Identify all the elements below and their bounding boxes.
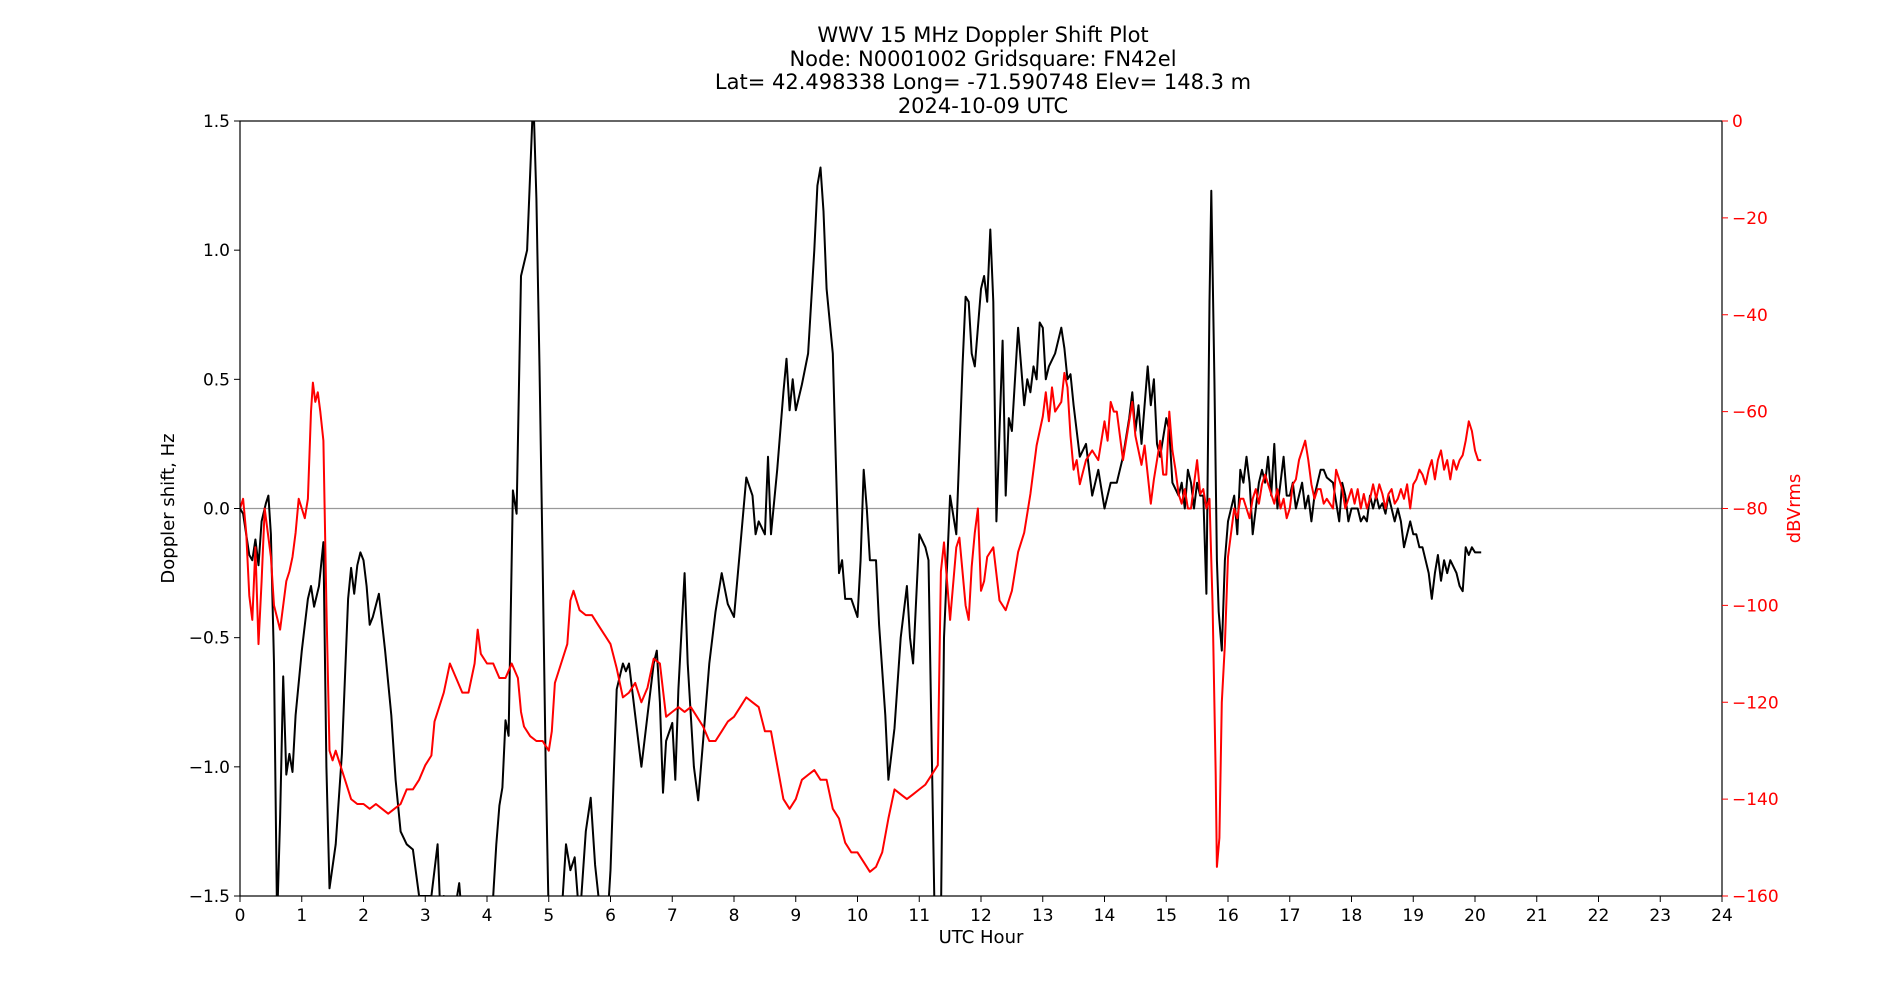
y-axis-right: −160 −140 −120 −100 −80 −60 −40 −20 0 [1722,112,1779,907]
x-tick-label: 13 [1032,906,1054,926]
x-tick-label: 3 [420,906,431,926]
x-tick-label: 1 [296,906,307,926]
x-tick-label: 8 [729,906,740,926]
y-axis-left: −1.5 −1.0 −0.5 0.0 0.5 1.0 1.5 [189,112,240,907]
power-series-line [240,371,1482,873]
y2-tick-label: 0 [1732,112,1743,132]
title-line-4: 2024-10-09 UTC [898,94,1068,118]
x-tick-label: 23 [1649,906,1671,926]
y2-tick-label: −20 [1732,209,1768,229]
x-tick-label: 22 [1588,906,1610,926]
x-tick-label: 14 [1094,906,1116,926]
y-axis-label: Doppler shift, Hz [158,433,179,583]
doppler-series-line [240,121,1482,896]
x-tick-label: 0 [235,906,246,926]
x-tick-label: 10 [847,906,869,926]
x-tick-label: 4 [482,906,493,926]
x-tick-label: 12 [970,906,992,926]
y2-tick-label: −140 [1732,790,1779,810]
x-tick-label: 7 [667,906,678,926]
x-tick-label: 20 [1464,906,1486,926]
x-tick-label: 16 [1217,906,1239,926]
x-tick-label: 11 [908,906,930,926]
y-tick-label: 0.5 [203,370,230,390]
x-tick-label: 15 [1155,906,1177,926]
y2-tick-label: −100 [1732,596,1779,616]
title-line-2: Node: N0001002 Gridsquare: FN42el [789,47,1176,71]
x-tick-label: 5 [543,906,554,926]
x-tick-label: 21 [1526,906,1548,926]
y-tick-label: 0.0 [203,500,230,520]
y2-tick-label: −60 [1732,403,1768,423]
y2-tick-label: −160 [1732,887,1779,907]
y-tick-label: 1.5 [203,112,230,132]
x-tick-label: 19 [1402,906,1424,926]
y2-tick-label: −120 [1732,693,1779,713]
x-tick-label: 24 [1711,906,1733,926]
x-tick-label: 6 [605,906,616,926]
x-tick-label: 9 [790,906,801,926]
x-tick-label: 2 [358,906,369,926]
x-tick-label: 17 [1279,906,1301,926]
x-axis: 0 1 2 3 4 5 6 7 8 9 10 11 12 13 14 15 16 17 18 19 20 21 22 23 24 [235,896,1733,926]
y2-axis-label: dBVrms [1784,474,1805,544]
chart-title: WWV 15 MHz Doppler Shift Plot Node: N000… [715,23,1251,118]
title-line-1: WWV 15 MHz Doppler Shift Plot [817,23,1148,47]
y-tick-label: 1.0 [203,241,230,261]
y2-tick-label: −40 [1732,306,1768,326]
x-axis-label: UTC Hour [939,927,1024,948]
y-tick-label: −1.5 [189,887,230,907]
y-tick-label: −1.0 [189,758,230,778]
series-layer [240,121,1482,896]
x-tick-label: 18 [1341,906,1363,926]
y-tick-label: −0.5 [189,629,230,649]
y2-tick-label: −80 [1732,500,1768,520]
title-line-3: Lat= 42.498338 Long= -71.590748 Elev= 14… [715,70,1251,94]
